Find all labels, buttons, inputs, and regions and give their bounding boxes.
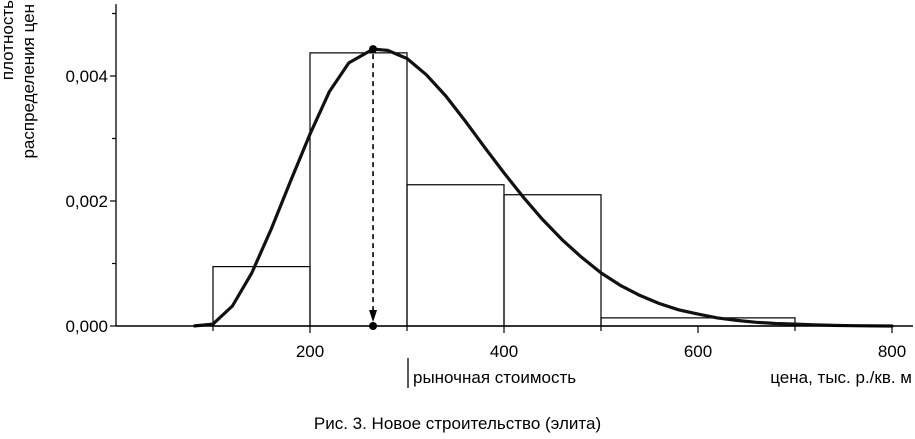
figure-caption: Рис. 3. Новое строительство (элита) — [313, 414, 602, 433]
x-tick-label-2: 400 — [490, 342, 518, 361]
histogram-bar-3 — [406, 184, 505, 327]
y-axis-title-line-2: распределения цен — [19, 4, 38, 159]
histogram-bar-2 — [309, 52, 408, 327]
histogram-bar-1 — [212, 266, 311, 327]
x-tick-label-1: 200 — [296, 342, 324, 361]
x-axis-title: цена, тыс. р./кв. м — [770, 368, 912, 387]
y-ticks: 0,000 0,002 0,004 — [65, 12, 116, 336]
histogram-bars — [212, 52, 796, 327]
y-tick-label-3: 0,004 — [65, 67, 108, 86]
market-value-arrowhead — [369, 310, 378, 322]
density-curve — [193, 47, 894, 328]
y-tick-label-2: 0,002 — [65, 192, 108, 211]
market-value-label: рыночная стоимость — [413, 368, 576, 387]
y-axis-title-line-1: плотность — [0, 0, 17, 80]
market-value-axis-dot — [369, 322, 378, 330]
market-value-peak-dot — [369, 45, 378, 54]
x-ticks: 200 400 600 800 — [212, 326, 906, 361]
y-axis-title: плотность распределения цен — [0, 0, 38, 159]
y-tick-label-1: 0,000 — [65, 317, 108, 336]
x-tick-label-3: 600 — [684, 342, 712, 361]
density-histogram-chart: 0,000 0,002 0,004 200 400 600 800 рыночная ст… — [0, 0, 913, 388]
x-tick-label-4: 800 — [878, 342, 906, 361]
